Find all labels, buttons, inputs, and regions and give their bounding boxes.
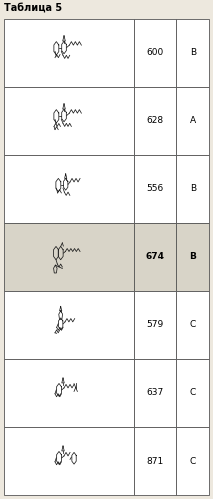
Text: 674: 674 (146, 252, 165, 261)
Bar (4, 291, 134, 359)
Text: A: A (190, 116, 196, 125)
Text: 871: 871 (147, 457, 164, 466)
Bar (134, 155, 176, 223)
Bar (176, 223, 209, 291)
Bar (176, 427, 209, 495)
Text: B: B (189, 252, 196, 261)
Bar (4, 87, 134, 155)
Bar (134, 87, 176, 155)
Text: 600: 600 (147, 48, 164, 57)
Bar (176, 19, 209, 87)
Text: C: C (190, 389, 196, 398)
Bar (4, 427, 134, 495)
Text: 628: 628 (147, 116, 164, 125)
Bar (134, 291, 176, 359)
Bar (176, 359, 209, 427)
Bar (4, 155, 134, 223)
Text: B: B (190, 48, 196, 57)
Text: B: B (190, 185, 196, 194)
Bar (176, 291, 209, 359)
Bar (176, 87, 209, 155)
Text: C: C (190, 457, 196, 466)
Bar (4, 359, 134, 427)
Bar (176, 155, 209, 223)
Bar (4, 19, 134, 87)
Text: C: C (190, 320, 196, 329)
Text: 556: 556 (147, 185, 164, 194)
Bar (134, 19, 176, 87)
Text: Таблица 5: Таблица 5 (4, 3, 62, 13)
Bar (4, 223, 134, 291)
Text: 579: 579 (147, 320, 164, 329)
Text: 637: 637 (147, 389, 164, 398)
Bar (134, 359, 176, 427)
Bar (134, 223, 176, 291)
Bar (134, 427, 176, 495)
